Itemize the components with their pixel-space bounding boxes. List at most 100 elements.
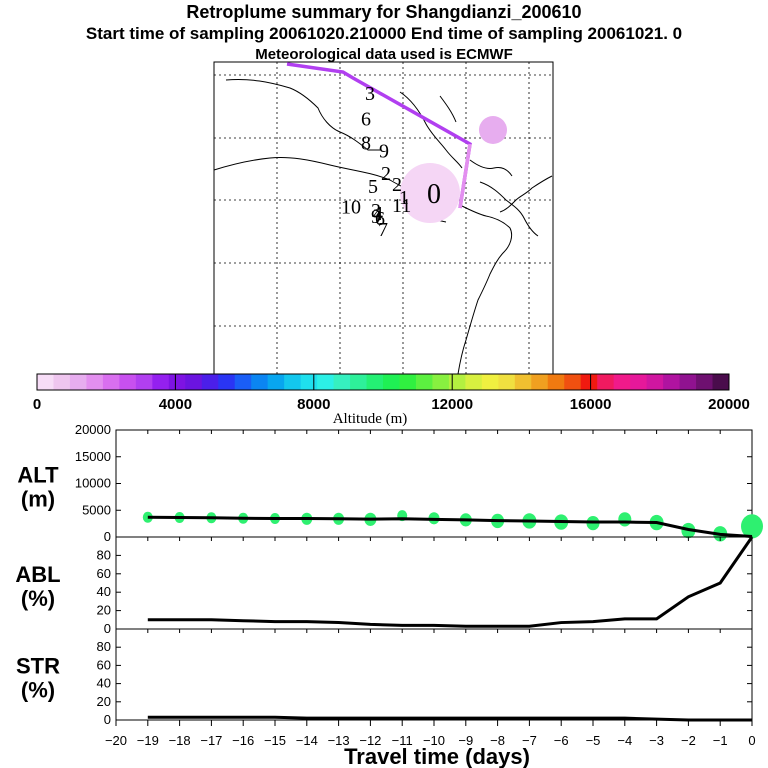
colorbar-cell [284, 374, 302, 390]
colorbar-cell [547, 374, 565, 390]
data-marker [741, 514, 763, 539]
colorbar-cell [597, 374, 615, 390]
colorbar-tick-label: 4000 [159, 396, 192, 413]
map-day-label: 2 [392, 174, 402, 196]
panel-title: ALT [17, 463, 59, 488]
series-line [147, 715, 752, 722]
panel-frame [115, 536, 753, 630]
colorbar-cell [135, 374, 153, 390]
colorbar-cell [712, 374, 730, 390]
x-tick-label: −17 [200, 733, 222, 748]
map-frame [213, 61, 554, 375]
panel-frame [115, 628, 753, 721]
colorbar-cell [646, 374, 664, 390]
sampling-time: Start time of sampling 20061020.210000 E… [85, 24, 683, 43]
altitude-colorbar: 0 4000 8000 12000 16000 20000 Altitude (m) [33, 373, 750, 427]
panel-title-unit: (m) [21, 487, 55, 512]
y-tick-label: 5000 [82, 502, 111, 517]
map-day-label: 9 [379, 141, 389, 163]
x-tick-label: −9 [458, 733, 473, 748]
x-tick-label: −15 [264, 733, 286, 748]
map-day-label: 5 [368, 176, 378, 198]
colorbar-cell [679, 374, 697, 390]
colorbar-cell [218, 374, 236, 390]
series-line [147, 536, 754, 628]
map-day-label: 8 [361, 133, 371, 155]
y-tick-label: 15000 [75, 449, 111, 464]
colorbar-cell [481, 374, 499, 390]
colorbar-cell [399, 374, 417, 390]
colorbar-cell [119, 374, 137, 390]
colorbar-cell [366, 374, 384, 390]
x-axis-ticks: −20 −19 −18 −17 −16 −15 −14 −13 −12 −11 −10 −9 −8 −7−… [105, 720, 756, 748]
map-day-label: 1 [399, 187, 409, 209]
x-tick-label: 0 [748, 733, 755, 748]
colorbar-cell [415, 374, 433, 390]
map-day-label: 9 [371, 206, 381, 228]
y-tick-label: 80 [97, 547, 111, 562]
x-tick-label: −13 [328, 733, 350, 748]
x-tick-label: −3 [649, 733, 664, 748]
colorbar-tick-label: 12000 [431, 396, 473, 413]
colorbar-cell [448, 374, 466, 390]
x-tick-label: −7 [522, 733, 537, 748]
plume-circle-small [479, 116, 507, 144]
map-day-label: 6 [375, 208, 385, 230]
x-tick-label: −2 [681, 733, 696, 748]
colorbar-cell [498, 374, 516, 390]
x-tick-label: −5 [586, 733, 601, 748]
y-tick-label: 0 [104, 529, 111, 544]
data-marker [618, 512, 632, 527]
met-data-note: Meteorological data used is ECMWF [255, 46, 513, 63]
panel-alt: 20000 15000 10000 5000 0 ALT(m) [17, 422, 763, 544]
map-day-label: 4 [373, 203, 383, 225]
colorbar-tick-label: 8000 [297, 396, 330, 413]
x-tick-label: −10 [423, 733, 445, 748]
panel-abl: 80 60 40 20 0 ABL(%) [15, 536, 754, 636]
panel-str: 80 60 40 20 0 STR(%) [16, 628, 753, 727]
map-day-label: 10 [341, 197, 361, 219]
series-line [147, 515, 753, 538]
colorbar-cell [168, 374, 186, 390]
colorbar-xlabel: Altitude (m) [333, 411, 408, 427]
colorbar-cell [630, 374, 648, 390]
colorbar-cell [564, 374, 582, 390]
figure-title: Retroplume summary for Shangdianzi_20061… [186, 2, 582, 22]
colorbar-cell [383, 374, 400, 390]
panel-title: STR [16, 654, 60, 679]
time-series-panels: 20000 15000 10000 5000 0 ALT(m) 806040200ABL(%… [15, 422, 763, 727]
colorbar-cell [69, 374, 87, 390]
colorbar-cell [333, 374, 351, 390]
x-tick-label: −18 [169, 733, 191, 748]
colorbar-cell [300, 374, 318, 390]
x-tick-label: −20 [105, 733, 127, 748]
y-tick-label: 20000 [75, 422, 111, 437]
map-day-label: 7 [378, 219, 388, 241]
y-tick-label: 40 [97, 584, 111, 599]
panel-title: ABL [15, 562, 60, 587]
x-axis-label: Travel time (days) [344, 744, 530, 768]
x-tick-label: −1 [713, 733, 728, 748]
colorbar-cell [580, 374, 598, 390]
y-tick-label: 60 [97, 657, 111, 672]
colorbar-cell [432, 374, 450, 390]
colorbar-cell [185, 374, 203, 390]
colorbar-cell [531, 374, 549, 390]
panel-title-unit: (%) [21, 678, 55, 703]
x-tick-label: −6 [554, 733, 569, 748]
x-tick-label: −16 [232, 733, 254, 748]
colorbar-cell [152, 374, 170, 390]
map-day-label: 3 [371, 200, 381, 222]
y-tick-label: 40 [97, 676, 111, 691]
colorbar-cell [663, 374, 681, 390]
plume-circle-large [400, 163, 460, 223]
colorbar-cell [102, 374, 120, 390]
y-tick-label: 10000 [75, 476, 111, 491]
y-tick-label: 80 [97, 639, 111, 654]
colorbar-cell [201, 374, 219, 390]
x-tick-label: −11 [392, 733, 413, 748]
receptor-marker: 0 [427, 179, 441, 210]
colorbar-cell [37, 374, 54, 390]
